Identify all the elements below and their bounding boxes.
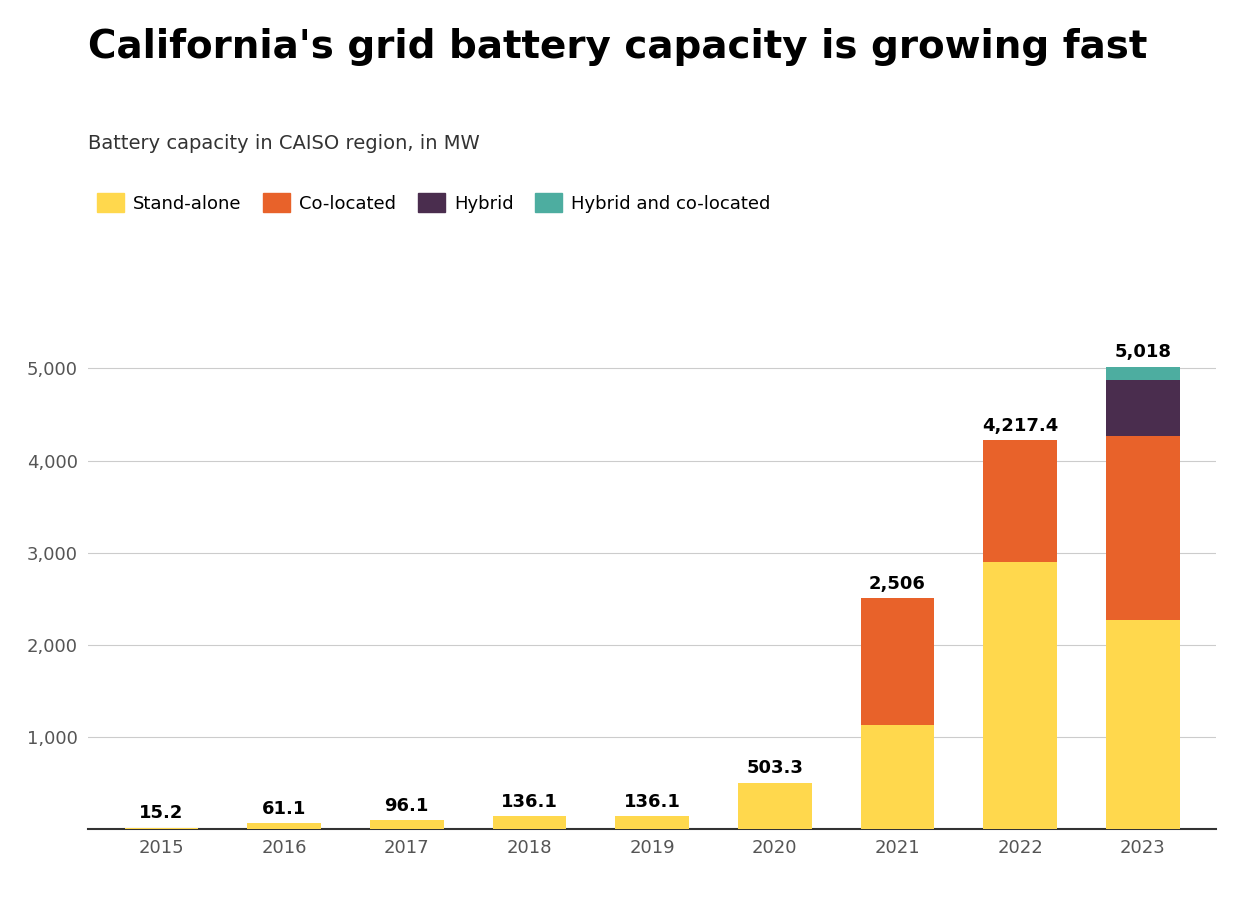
Bar (616, 816, 688, 829)
Legend: Stand-alone, Co-located, Hybrid, Hybrid and co-located: Stand-alone, Co-located, Hybrid, Hybrid … (97, 193, 771, 213)
Text: 136.1: 136.1 (623, 793, 681, 810)
Text: California's grid battery capacity is growing fast: California's grid battery capacity is gr… (88, 28, 1147, 65)
Bar (1106, 380, 1180, 436)
Bar (860, 725, 934, 829)
Text: Battery capacity in CAISO region, in MW: Battery capacity in CAISO region, in MW (88, 134, 479, 153)
Bar (1106, 620, 1180, 829)
Text: 15.2: 15.2 (139, 804, 183, 822)
Bar (737, 783, 811, 829)
Text: 503.3: 503.3 (746, 759, 804, 777)
Bar (860, 598, 934, 725)
Bar (1106, 367, 1180, 380)
Bar (370, 820, 444, 829)
Text: 136.1: 136.1 (500, 793, 558, 810)
Text: 5,018: 5,018 (1115, 344, 1171, 361)
Bar (493, 816, 567, 829)
Bar (247, 823, 321, 829)
Bar (983, 440, 1057, 562)
Bar (1106, 436, 1180, 620)
Text: 61.1: 61.1 (262, 799, 306, 818)
Text: 96.1: 96.1 (385, 797, 429, 814)
Text: 2,506: 2,506 (869, 575, 925, 592)
Bar (124, 827, 198, 829)
Bar (983, 562, 1057, 829)
Text: 4,217.4: 4,217.4 (982, 417, 1058, 435)
